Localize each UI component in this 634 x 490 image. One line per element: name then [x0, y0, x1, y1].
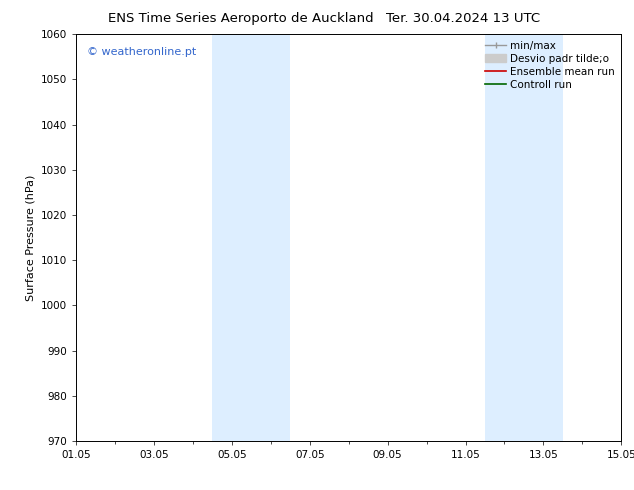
Legend: min/max, Desvio padr tilde;o, Ensemble mean run, Controll run: min/max, Desvio padr tilde;o, Ensemble m…: [481, 36, 619, 94]
Text: Ter. 30.04.2024 13 UTC: Ter. 30.04.2024 13 UTC: [385, 12, 540, 25]
Text: © weatheronline.pt: © weatheronline.pt: [87, 47, 197, 56]
Y-axis label: Surface Pressure (hPa): Surface Pressure (hPa): [25, 174, 36, 301]
Bar: [485, 34, 563, 441]
Bar: [212, 34, 290, 441]
Text: ENS Time Series Aeroporto de Auckland: ENS Time Series Aeroporto de Auckland: [108, 12, 373, 25]
